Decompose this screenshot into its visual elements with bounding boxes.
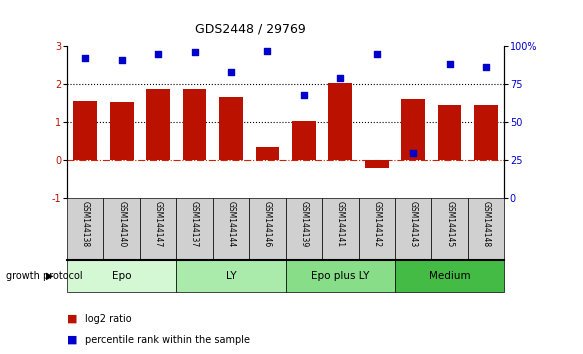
Text: ■: ■ (67, 314, 78, 324)
Text: GSM144143: GSM144143 (409, 201, 417, 247)
Point (117, 57, 127, 63)
Text: ▶: ▶ (46, 271, 53, 281)
Text: GSM144140: GSM144140 (117, 201, 126, 247)
Bar (365, 160, 389, 168)
Text: percentile rank within the sample: percentile rank within the sample (85, 335, 250, 345)
Text: GDS2448 / 29769: GDS2448 / 29769 (195, 22, 306, 35)
Text: GSM144139: GSM144139 (300, 201, 308, 247)
Bar (438, 105, 462, 160)
Bar (182, 88, 206, 160)
Point (445, 62, 454, 67)
Point (190, 49, 199, 55)
Text: GSM144141: GSM144141 (336, 201, 345, 247)
Text: GSM144144: GSM144144 (227, 201, 236, 247)
Bar (219, 97, 243, 160)
Point (263, 48, 272, 53)
Bar (359, 198, 395, 260)
Bar (286, 198, 322, 260)
Point (226, 69, 236, 75)
Point (372, 51, 381, 56)
Text: ■: ■ (67, 335, 78, 345)
Bar (67, 198, 104, 260)
Point (153, 51, 163, 56)
Bar (474, 105, 498, 160)
Point (409, 150, 418, 155)
Bar (177, 260, 286, 292)
Bar (73, 101, 97, 160)
Bar (292, 121, 316, 160)
Point (80, 55, 90, 61)
Text: GSM144145: GSM144145 (445, 201, 454, 247)
Point (336, 75, 345, 81)
Bar (431, 198, 468, 260)
Text: LY: LY (226, 271, 236, 281)
Point (482, 64, 491, 70)
Bar (67, 260, 177, 292)
Text: Epo plus LY: Epo plus LY (311, 271, 370, 281)
Text: GSM144148: GSM144148 (482, 201, 490, 247)
Bar (110, 102, 134, 160)
Bar (250, 198, 286, 260)
Text: growth protocol: growth protocol (6, 271, 82, 281)
Bar (322, 198, 359, 260)
Bar (255, 147, 279, 160)
Point (299, 92, 308, 98)
Bar (328, 83, 352, 160)
Text: GSM144138: GSM144138 (81, 201, 90, 247)
Bar (286, 260, 395, 292)
Text: GSM144142: GSM144142 (373, 201, 381, 247)
Bar (213, 198, 250, 260)
Bar (140, 198, 177, 260)
Bar (395, 198, 431, 260)
Bar (468, 198, 504, 260)
Text: Epo: Epo (112, 271, 131, 281)
Bar (104, 198, 140, 260)
Bar (146, 88, 170, 160)
Bar (177, 198, 213, 260)
Text: GSM144147: GSM144147 (154, 201, 163, 247)
Bar (395, 260, 504, 292)
Text: log2 ratio: log2 ratio (85, 314, 131, 324)
Text: GSM144146: GSM144146 (263, 201, 272, 247)
Bar (401, 99, 425, 160)
Text: Medium: Medium (429, 271, 470, 281)
Text: GSM144137: GSM144137 (190, 201, 199, 247)
